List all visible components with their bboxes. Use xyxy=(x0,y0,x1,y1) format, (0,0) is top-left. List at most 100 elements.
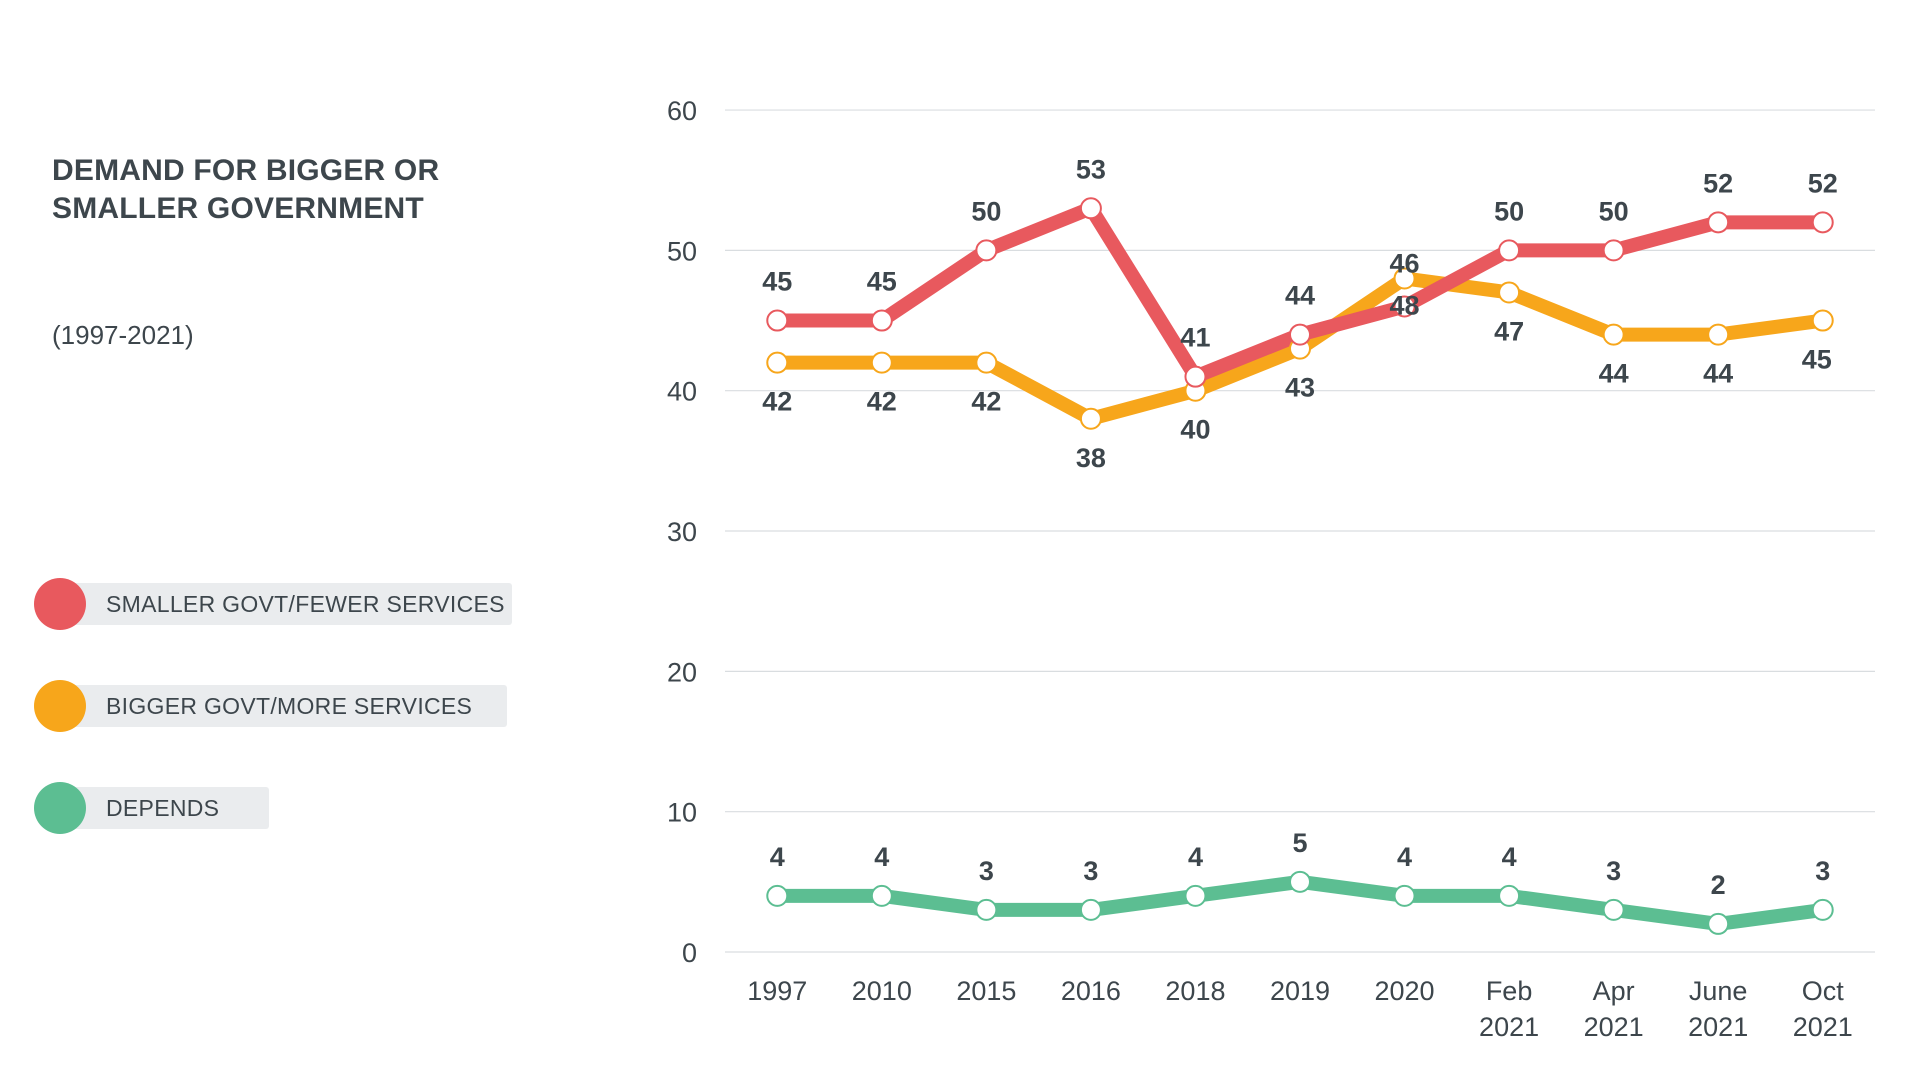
data-point-label: 3 xyxy=(979,856,994,886)
data-point-label: 42 xyxy=(971,387,1001,417)
chart-info-panel: DEMAND FOR BIGGER OR SMALLER GOVERNMENT … xyxy=(0,0,620,1080)
line-chart: 0 10 20 30 40 50 60 1997 2010 2015 2016 2018 2019 202… xyxy=(667,96,1875,1042)
data-point-label: 45 xyxy=(867,267,897,297)
y-tick-label: 50 xyxy=(667,236,697,266)
chart-plot-panel: 0 10 20 30 40 50 60 1997 2010 2015 2016 2018 2019 202… xyxy=(620,0,1920,1080)
data-point-label: 52 xyxy=(1808,168,1838,198)
data-point-marker[interactable] xyxy=(1079,898,1102,921)
data-point-marker[interactable] xyxy=(766,351,789,374)
data-point-label: 4 xyxy=(874,842,889,872)
data-point-marker[interactable] xyxy=(1602,898,1625,921)
data-point-label: 44 xyxy=(1599,359,1629,389)
data-point-label: 45 xyxy=(762,267,792,297)
circle-swatch-icon xyxy=(34,680,86,732)
y-tick-label: 60 xyxy=(667,96,697,126)
x-tick-label: 2020 xyxy=(1375,976,1435,1006)
x-tick-label: 1997 xyxy=(747,976,807,1006)
data-point-marker[interactable] xyxy=(1811,309,1834,332)
data-point-marker[interactable] xyxy=(1498,281,1521,304)
data-point-marker[interactable] xyxy=(1707,211,1730,234)
data-point-label: 4 xyxy=(1188,842,1203,872)
x-tick-label: Feb xyxy=(1486,976,1533,1006)
x-tick-label: 2021 xyxy=(1479,1012,1539,1042)
data-point-marker[interactable] xyxy=(975,239,998,262)
x-tick-label: 2010 xyxy=(852,976,912,1006)
data-point-label: 50 xyxy=(1494,196,1524,226)
y-tick-label: 10 xyxy=(667,798,697,828)
data-point-marker[interactable] xyxy=(1393,267,1416,290)
data-point-marker[interactable] xyxy=(870,351,893,374)
data-point-marker[interactable] xyxy=(870,884,893,907)
data-point-label: 43 xyxy=(1285,373,1315,403)
data-point-marker[interactable] xyxy=(870,309,893,332)
series-1-value-labels: 45 45 50 53 41 44 46 50 50 52 52 xyxy=(762,154,1838,352)
page-title: DEMAND FOR BIGGER OR SMALLER GOVERNMENT xyxy=(52,154,440,226)
data-point-marker[interactable] xyxy=(1707,323,1730,346)
data-point-label: 38 xyxy=(1076,443,1106,473)
chart-subtitle: (1997-2021) xyxy=(52,320,194,350)
data-point-marker[interactable] xyxy=(1289,870,1311,893)
data-point-marker[interactable] xyxy=(1079,407,1102,430)
data-point-marker[interactable] xyxy=(1602,239,1625,262)
y-tick-label: 40 xyxy=(667,377,697,407)
data-point-label: 41 xyxy=(1180,323,1210,353)
legend-item-pill xyxy=(52,787,269,829)
x-axis-labels: 1997 2010 2015 2016 2018 2019 2020 Feb 2021 Apr 20… xyxy=(747,976,1853,1042)
data-point-label: 4 xyxy=(770,842,785,872)
series-2-value-labels: 42 42 42 38 40 43 48 47 44 44 45 xyxy=(762,291,1832,473)
data-point-label: 48 xyxy=(1390,291,1420,321)
x-tick-label: June xyxy=(1689,976,1748,1006)
data-point-label: 4 xyxy=(1502,842,1517,872)
data-point-label: 42 xyxy=(762,387,792,417)
data-point-marker[interactable] xyxy=(1498,239,1521,262)
x-tick-label: 2016 xyxy=(1061,976,1121,1006)
data-point-label: 44 xyxy=(1703,359,1733,389)
data-point-marker[interactable] xyxy=(1289,323,1311,346)
legend-item[interactable]: BIGGER GOVT/MORE SERVICES xyxy=(34,680,507,732)
data-point-marker[interactable] xyxy=(975,898,998,921)
data-point-label: 50 xyxy=(971,196,1001,226)
data-point-marker[interactable] xyxy=(1602,323,1625,346)
data-point-marker[interactable] xyxy=(1811,211,1834,234)
data-point-label: 50 xyxy=(1599,196,1629,226)
circle-swatch-icon xyxy=(34,782,86,834)
data-point-label: 2 xyxy=(1711,870,1726,900)
data-point-label: 3 xyxy=(1815,856,1830,886)
data-point-marker[interactable] xyxy=(1811,898,1834,921)
x-tick-label: Oct xyxy=(1802,976,1845,1006)
legend-item[interactable]: DEPENDS xyxy=(34,782,505,834)
x-tick-label: 2018 xyxy=(1165,976,1225,1006)
data-point-label: 46 xyxy=(1390,249,1420,279)
data-point-marker[interactable] xyxy=(1393,884,1416,907)
data-point-marker[interactable] xyxy=(1393,295,1416,318)
data-point-marker[interactable] xyxy=(1184,884,1207,907)
legend-item-pill xyxy=(52,583,512,625)
x-tick-label: 2021 xyxy=(1688,1012,1748,1042)
series-3-markers xyxy=(766,870,1834,935)
data-point-marker[interactable] xyxy=(1079,197,1102,220)
data-point-marker[interactable] xyxy=(1498,884,1521,907)
data-point-label: 47 xyxy=(1494,316,1524,346)
x-tick-label: 2021 xyxy=(1584,1012,1644,1042)
data-point-marker[interactable] xyxy=(766,884,789,907)
data-point-label: 5 xyxy=(1292,828,1307,858)
data-point-marker[interactable] xyxy=(766,309,789,332)
legend-item[interactable]: SMALLER GOVT/FEWER SERVICES xyxy=(34,578,512,630)
series-1-markers xyxy=(766,197,1834,388)
data-point-marker[interactable] xyxy=(1707,912,1730,935)
data-point-label: 44 xyxy=(1285,281,1315,311)
legend-item-pill xyxy=(52,685,507,727)
data-point-marker[interactable] xyxy=(1184,365,1207,388)
data-point-label: 42 xyxy=(867,387,897,417)
x-tick-label: 2015 xyxy=(956,976,1016,1006)
y-axis-gridlines: 0 10 20 30 40 50 60 xyxy=(667,96,1875,968)
data-point-label: 53 xyxy=(1076,154,1106,184)
chart-legend: SMALLER GOVT/FEWER SERVICES BIGGER GOVT/M… xyxy=(34,578,512,884)
y-tick-label: 30 xyxy=(667,517,697,547)
x-tick-label: 2019 xyxy=(1270,976,1330,1006)
data-point-marker[interactable] xyxy=(975,351,998,374)
y-tick-label: 20 xyxy=(667,657,697,687)
series-3-value-labels: 4 4 3 3 4 5 4 4 3 2 3 xyxy=(770,828,1830,900)
legend-item-label: SMALLER GOVT/FEWER SERVICES xyxy=(106,590,505,617)
legend-item-label: BIGGER GOVT/MORE SERVICES xyxy=(106,692,473,719)
